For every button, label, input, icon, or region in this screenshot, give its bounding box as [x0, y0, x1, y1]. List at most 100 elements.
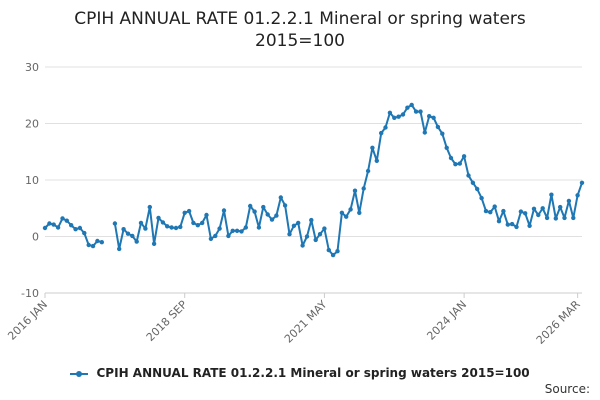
data-point — [313, 237, 318, 243]
gridlines — [45, 66, 582, 294]
data-point — [427, 114, 432, 119]
data-point — [365, 168, 371, 174]
data-point — [435, 124, 441, 130]
data-point — [457, 161, 462, 166]
data-point — [544, 215, 550, 221]
data-point — [160, 220, 166, 225]
data-point — [418, 109, 423, 114]
data-point — [86, 242, 91, 248]
y-tick-label: 30 — [25, 61, 39, 74]
legend-marker-icon — [70, 369, 89, 379]
data-point — [509, 221, 515, 227]
data-point — [571, 215, 576, 221]
data-point — [256, 225, 262, 230]
data-point — [501, 208, 506, 214]
data-point — [173, 225, 179, 231]
data-point — [112, 221, 118, 226]
data-point — [151, 241, 157, 246]
data-point — [523, 211, 528, 216]
data-point — [444, 145, 449, 150]
y-axis-ticks: -10 0 10 20 30 — [21, 61, 39, 300]
data-point — [213, 233, 218, 239]
data-point — [234, 228, 240, 233]
data-point — [527, 223, 532, 228]
data-point — [317, 232, 323, 237]
data-point — [95, 238, 100, 244]
data-point — [339, 210, 345, 215]
data-point — [77, 225, 83, 231]
data-point — [261, 204, 266, 210]
data-point — [191, 220, 196, 226]
data-point — [186, 208, 192, 214]
data-point — [461, 154, 467, 159]
data-point — [121, 227, 126, 232]
data-point — [226, 233, 231, 239]
data-point — [304, 234, 310, 239]
data-point — [134, 239, 139, 244]
data-point — [269, 217, 275, 222]
data-point — [496, 219, 502, 224]
data-point — [357, 210, 362, 215]
data-point — [291, 223, 297, 228]
data-point — [243, 225, 248, 230]
data-point — [195, 223, 200, 228]
data-point — [248, 203, 253, 209]
data-point — [165, 224, 170, 229]
y-tick-label: 10 — [25, 174, 39, 187]
x-tick-label: 2024 JAN — [424, 298, 469, 343]
data-point — [230, 228, 235, 233]
data-point — [125, 231, 131, 236]
data-point — [47, 221, 52, 226]
data-point — [575, 193, 580, 198]
data-point — [483, 208, 489, 214]
data-point — [278, 195, 283, 200]
data-point — [470, 180, 476, 185]
data-point — [73, 227, 78, 232]
data-point — [448, 155, 454, 161]
data-point — [69, 223, 74, 228]
data-point — [252, 209, 257, 214]
data-point — [282, 203, 288, 208]
data-point — [208, 236, 214, 241]
data-point — [42, 225, 48, 231]
data-point — [90, 243, 96, 249]
data-point — [479, 195, 484, 201]
data-point — [330, 252, 336, 258]
data-point — [488, 210, 493, 215]
data-point — [221, 208, 227, 213]
data-point — [204, 212, 209, 218]
data-point — [370, 145, 375, 150]
data-point — [239, 229, 244, 234]
data-point — [549, 192, 554, 197]
data-point — [374, 158, 379, 163]
data-point — [540, 206, 545, 211]
data-point — [492, 204, 497, 209]
data-point — [117, 246, 122, 252]
y-tick-label: 20 — [25, 118, 39, 131]
x-tick-label: 2021 MAY — [282, 298, 330, 346]
y-tick-label: -10 — [21, 287, 39, 300]
y-tick-label: 0 — [32, 231, 39, 244]
data-point — [348, 207, 353, 212]
legend: CPIH ANNUAL RATE 01.2.2.1 Mineral or spr… — [0, 366, 600, 380]
data-point — [200, 220, 205, 226]
data-point — [514, 224, 519, 230]
data-point — [383, 125, 388, 130]
data-point — [138, 220, 144, 226]
data-point — [431, 115, 436, 121]
source-label: Source: — [544, 382, 590, 396]
data-point — [379, 130, 384, 136]
data-point — [422, 130, 427, 135]
data-point — [300, 243, 305, 248]
data-point — [143, 226, 148, 231]
data-point — [413, 109, 419, 114]
data-point — [182, 210, 187, 215]
data-point — [361, 186, 366, 191]
data-point — [409, 102, 414, 108]
data-point — [326, 247, 331, 253]
data-point — [475, 186, 480, 192]
data-point — [536, 212, 541, 218]
data-point — [440, 131, 445, 136]
data-point — [392, 115, 397, 121]
chart-title: CPIH ANNUAL RATE 01.2.2.1 Mineral or spr… — [74, 9, 526, 29]
